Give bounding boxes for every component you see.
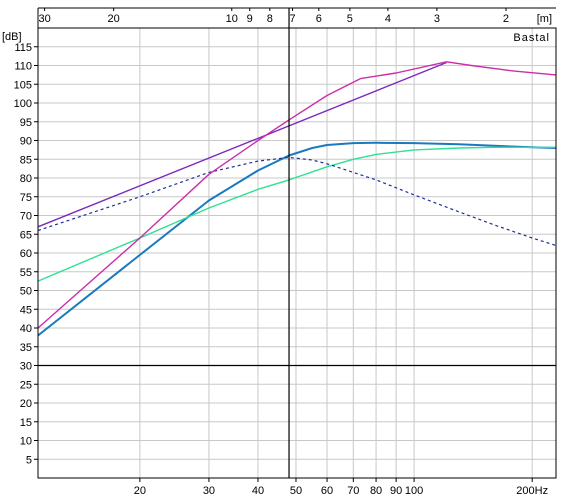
y-tick-label: 15: [20, 417, 32, 429]
top-tick-label: 30: [38, 13, 50, 25]
frame-rect: [37, 27, 557, 479]
y-tick-label: 105: [14, 79, 32, 91]
y-tick-label: 80: [20, 173, 32, 185]
series-line-2: [37, 156, 557, 247]
series-line-4: [37, 61, 557, 329]
y-tick-label: 85: [20, 154, 32, 166]
y-tick-label: 95: [20, 117, 32, 129]
series-line-0: [37, 141, 557, 337]
y-tick-label: 55: [20, 267, 32, 279]
top-tick-label: 7: [289, 13, 295, 25]
y-tick-label: 75: [20, 192, 32, 204]
series-layer: [37, 8, 557, 478]
watermark: Bastal: [513, 32, 550, 44]
x-tick-label: 60: [321, 485, 333, 497]
y-tick-label: 110: [14, 61, 32, 73]
y-tick-label: 5: [26, 454, 32, 466]
top-tick-label: 4: [385, 13, 391, 25]
grid: [38, 28, 556, 478]
x-tick-label: 50: [290, 485, 302, 497]
x-tick-label: 80: [370, 485, 382, 497]
x-tick-label: 100: [405, 485, 423, 497]
y-tick-label: 45: [20, 304, 32, 316]
y-tick-label: 90: [20, 136, 32, 148]
series-line-1: [37, 146, 556, 282]
y-tick-label: 70: [20, 211, 32, 223]
y-tick-label: 115: [14, 42, 32, 54]
top-tick-label: 2: [503, 13, 509, 25]
x-tick-label: 20: [134, 485, 146, 497]
y-tick-label: 30: [20, 361, 32, 373]
tick-labels: 5101520253035404550556065707580859095100…: [2, 13, 552, 497]
top-tick-label: 3: [434, 13, 440, 25]
y-tick-label: 35: [20, 342, 32, 354]
top-tick-label: 6: [316, 13, 322, 25]
plot-frame: [34, 7, 557, 482]
y-axis-unit: [dB]: [2, 31, 22, 43]
top-tick-label: 9: [247, 13, 253, 25]
top-tick-label: 20: [108, 13, 120, 25]
y-tick-label: 50: [20, 286, 32, 298]
y-tick-label: 60: [20, 248, 32, 260]
y-tick-label: 25: [20, 379, 32, 391]
y-tick-label: 10: [20, 436, 32, 448]
y-tick-label: 100: [14, 98, 32, 110]
top-tick-label: 10: [226, 13, 238, 25]
x-tick-label: 40: [252, 485, 264, 497]
y-tick-label: 40: [20, 323, 32, 335]
top-axis-unit: [m]: [537, 13, 552, 25]
x-tick-label: 200Hz: [516, 485, 548, 497]
x-tick-label: 70: [347, 485, 359, 497]
top-tick-label: 5: [347, 13, 353, 25]
top-tick-label: 8: [267, 13, 273, 25]
x-tick-label: 30: [203, 485, 215, 497]
y-tick-label: 20: [20, 398, 32, 410]
x-tick-label: 90: [390, 485, 402, 497]
y-tick-label: 65: [20, 229, 32, 241]
series-line-3: [37, 61, 447, 228]
